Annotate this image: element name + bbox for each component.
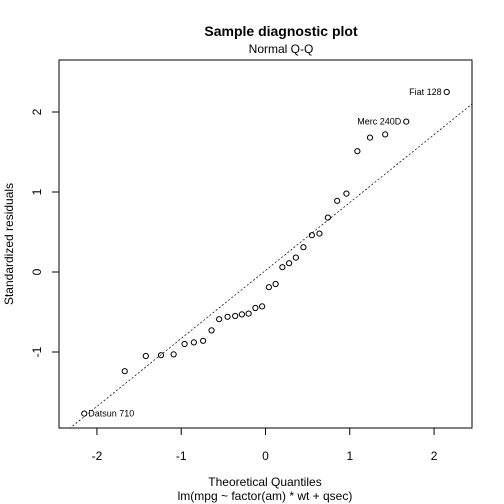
x-axis: -2 -1 0 1 2 — [92, 428, 438, 463]
data-point — [201, 338, 206, 343]
data-point — [209, 328, 214, 333]
data-point — [301, 245, 306, 250]
data-point — [317, 231, 322, 236]
chart-subtitle: Normal Q-Q — [249, 42, 314, 56]
chart-title: Sample diagnostic plot — [204, 23, 358, 39]
point-label: Fiat 128 — [409, 87, 442, 97]
data-point — [383, 132, 388, 137]
data-point — [280, 265, 285, 270]
x-axis-model-label: lm(mpg ~ factor(am) * wt + qsec) — [178, 489, 353, 503]
x-tick-label: 0 — [262, 449, 269, 463]
data-point — [344, 191, 349, 196]
data-point — [335, 198, 340, 203]
data-point — [266, 285, 271, 290]
data-point — [367, 135, 372, 140]
data-point — [260, 304, 265, 309]
x-tick-label: -1 — [176, 449, 187, 463]
x-axis-label: Theoretical Quantiles — [208, 475, 321, 489]
point-label: Datsun 710 — [88, 409, 134, 419]
data-point — [253, 305, 258, 310]
data-point — [171, 352, 176, 357]
data-point — [404, 119, 409, 124]
data-point — [325, 215, 330, 220]
data-point — [287, 261, 292, 266]
y-axis-label: Standardized residuals — [2, 183, 16, 305]
data-point — [239, 312, 244, 317]
x-tick-label: -2 — [92, 449, 103, 463]
data-point — [273, 281, 278, 286]
y-tick-label: 2 — [30, 108, 44, 115]
data-point — [246, 311, 251, 316]
y-tick-label: 1 — [30, 188, 44, 195]
reference-line — [63, 104, 472, 434]
data-point — [309, 233, 314, 238]
data-point — [225, 314, 230, 319]
data-point — [182, 341, 187, 346]
x-tick-label: 1 — [346, 449, 353, 463]
data-point — [293, 255, 298, 260]
plot-frame — [59, 60, 472, 428]
x-tick-label: 2 — [431, 449, 438, 463]
data-point — [444, 89, 449, 94]
data-point — [143, 353, 148, 358]
data-points — [82, 89, 450, 416]
data-point — [122, 369, 127, 374]
data-point — [82, 411, 87, 416]
data-point — [355, 149, 360, 154]
y-tick-label: 0 — [30, 268, 44, 275]
reference-line-layer — [63, 104, 472, 434]
y-tick-label: -1 — [30, 346, 44, 357]
data-point — [233, 313, 238, 318]
point-label: Merc 240D — [357, 117, 402, 127]
y-axis: -1 0 1 2 — [30, 108, 59, 357]
data-point — [217, 317, 222, 322]
data-point — [191, 340, 196, 345]
point-annotations: Fiat 128 Merc 240D Datsun 710 — [88, 87, 441, 419]
